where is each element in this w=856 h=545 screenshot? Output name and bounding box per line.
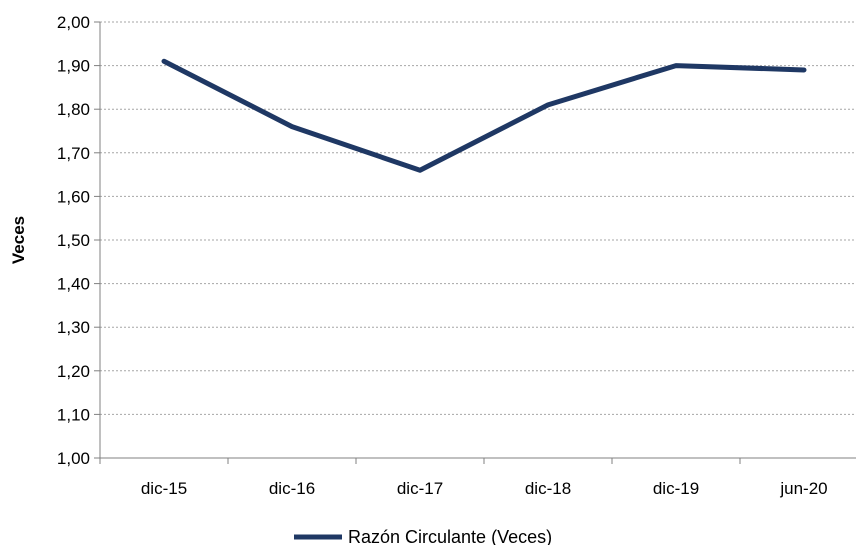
x-tick-label: dic-15	[141, 479, 187, 498]
y-tick-label: 1,10	[57, 405, 90, 424]
data-point	[546, 103, 550, 107]
y-axis-label: Veces	[9, 216, 28, 264]
y-tick-label: 2,00	[57, 13, 90, 32]
y-tick-label: 1,30	[57, 318, 90, 337]
data-point	[162, 59, 166, 63]
series-line	[161, 58, 807, 173]
x-tick-label: dic-17	[397, 479, 443, 498]
y-tick-label: 1,60	[57, 187, 90, 206]
y-axis-ticks: 1,00 1,10 1,20 1,30 1,40 1,50 1,60 1,70 1,80 1,90…	[57, 13, 100, 468]
y-tick-label: 1,50	[57, 231, 90, 250]
gridlines	[100, 21, 856, 415]
legend: Razón Circulante (Veces)	[294, 527, 552, 545]
y-tick-label: 1,80	[57, 100, 90, 119]
y-tick-label: 1,40	[57, 275, 90, 294]
x-tick-label: dic-19	[653, 479, 699, 498]
data-point	[418, 168, 422, 172]
x-tick-label: jun-20	[779, 479, 827, 498]
legend-label: Razón Circulante (Veces)	[348, 527, 552, 545]
data-point	[802, 68, 806, 72]
x-tick-label: dic-16	[269, 479, 315, 498]
y-tick-label: 1,90	[57, 57, 90, 76]
y-tick-label: 1,70	[57, 144, 90, 163]
y-tick-label: 1,20	[57, 362, 90, 381]
data-point	[290, 125, 294, 129]
x-tick-label: dic-18	[525, 479, 571, 498]
y-tick-label: 1,00	[57, 449, 90, 468]
data-point	[674, 64, 678, 68]
x-axis-ticks: dic-15 dic-16 dic-17 dic-18 dic-19 jun-20	[99, 458, 828, 498]
series-layer	[161, 58, 807, 173]
